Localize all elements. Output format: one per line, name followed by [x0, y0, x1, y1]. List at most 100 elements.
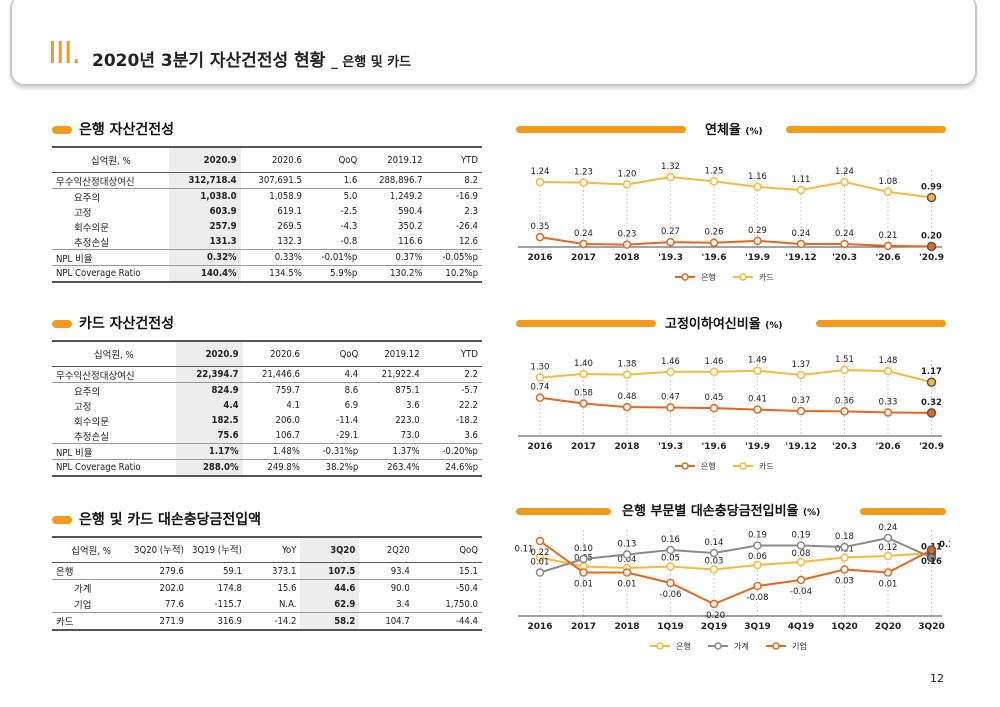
table-cell: 6.9 — [344, 400, 359, 411]
data-label: 0.47 — [661, 392, 680, 402]
data-point — [666, 237, 675, 247]
table-cell: -4.3 — [340, 221, 358, 232]
data-point — [753, 581, 762, 591]
table-cell: 1,058.9 — [269, 191, 302, 202]
data-label: 0.13 — [618, 540, 637, 550]
legend-marker — [681, 462, 689, 470]
data-label: 0.18 — [835, 532, 854, 542]
table-cell: -50.4 — [455, 582, 478, 594]
table-cell: 회수의문 — [74, 416, 109, 428]
legend-marker — [681, 273, 689, 281]
table-row: 추정손실 75.6 106.7 -29.1 73.0 3.6 — [52, 428, 482, 444]
table-cell: 4.4 — [175, 398, 243, 413]
data-label: 1.46 — [661, 357, 680, 367]
table-cell: NPL 비율 — [52, 443, 176, 460]
data-label: 0.23 — [618, 230, 637, 240]
x-tick-label: 1Q20 — [831, 622, 857, 632]
table-cell: 무수익산정대상여신 — [52, 172, 170, 189]
table-row: NPL Coverage Ratio 140.4% 134.5% 5.9%p 130.2… — [52, 265, 482, 283]
data-label: 1.11 — [792, 175, 811, 185]
data-label: 0.12 — [879, 543, 898, 553]
x-tick-label: '20.6 — [876, 442, 901, 452]
x-tick-label: 2017 — [571, 442, 596, 452]
data-label: 0.10 — [574, 544, 593, 554]
table-cell: 1.48% — [242, 443, 304, 460]
table-cell: 307,691.5 — [240, 172, 306, 189]
table-cell: 고정 — [74, 401, 92, 413]
table-cell: 106.7 — [242, 428, 304, 444]
series-line-은행 — [539, 552, 932, 571]
data-label: 1.08 — [879, 177, 898, 187]
legend-marker — [714, 642, 722, 650]
table-cell: 12.6 — [426, 234, 482, 250]
table-row: 회수의문 257.9 269.5 -4.3 350.2 -26.4 — [52, 219, 482, 234]
data-point — [796, 557, 806, 567]
data-point — [535, 536, 545, 546]
table-cell: 93.4 — [359, 562, 414, 580]
data-point — [926, 192, 937, 203]
data-label: 0.21 — [879, 231, 898, 241]
chart-title-bar — [816, 320, 946, 327]
data-label: 0.22 — [531, 548, 550, 558]
x-tick-label: '19.12 — [785, 442, 816, 452]
table-cell: 271.9 — [130, 612, 188, 631]
table-cell: N.A. — [246, 596, 301, 613]
data-point — [622, 240, 632, 249]
table-cell: 추정손실 — [52, 428, 176, 444]
data-point — [666, 403, 675, 412]
x-tick-label: 3Q20 — [918, 622, 944, 632]
column-header: 3Q20 — [300, 536, 360, 563]
table-cell: 116.6 — [361, 234, 427, 250]
x-tick-label: 3Q19 — [744, 622, 770, 632]
table-row: 고정 603.9 619.1 -2.5 590.4 2.3 — [52, 204, 482, 219]
data-point — [753, 182, 762, 192]
table-cell: 가계 — [74, 584, 92, 595]
table-row: 카드 271.9 316.9 -14.2 58.2 104.7 -44.4 — [52, 612, 482, 631]
data-label: 0.19 — [792, 531, 811, 541]
table-cell: 회수의문 — [74, 222, 109, 234]
table-cell: 21,446.6 — [242, 366, 304, 383]
table-cell: 140.4% — [169, 265, 241, 283]
data-label: 0.01 — [879, 580, 898, 590]
table-cell: -0.01%p — [305, 249, 362, 266]
data-label: 1.49 — [748, 356, 767, 366]
table-cell: -44.4 — [413, 612, 482, 631]
card-heading-text: 카드 자산건전성 — [79, 316, 175, 332]
data-label: 0.74 — [531, 383, 550, 393]
column-header: YTD — [423, 340, 482, 367]
data-label: 0.45 — [705, 393, 724, 403]
data-label: 0.26 — [705, 228, 724, 238]
x-tick-label: '19.3 — [658, 253, 683, 263]
table-row: NPL 비율 1.17% 1.48% -0.31%p 1.37% -0.20%p — [52, 443, 482, 460]
data-label: 0.24 — [879, 523, 898, 533]
data-label: 1.24 — [531, 167, 550, 177]
data-point — [666, 578, 675, 588]
data-point — [709, 238, 719, 247]
table-cell: -2.5 — [340, 206, 358, 217]
chart3-title: 은행 부문별 대손충당금전입비율 (%) — [622, 504, 821, 519]
table-row: 은행 279.6 59.1 373.1 107.5 93.4 15.1 — [52, 562, 482, 580]
table-cell: 추정손실 — [52, 234, 170, 250]
table-cell: NPL Coverage Ratio — [52, 459, 176, 477]
data-point — [840, 239, 849, 249]
data-label: 0.19 — [748, 531, 767, 541]
table-cell: 24.6%p — [423, 459, 482, 477]
page-title-main: 2020년 3분기 자산건전성 현황 — [92, 51, 326, 71]
table-cell: 8.6 — [344, 385, 359, 396]
chart2-title: 고정이하여신비율 (%) — [665, 317, 783, 332]
data-point — [535, 393, 545, 402]
table-cell: 5.9%p — [305, 265, 362, 283]
table-cell: 90.0 — [390, 582, 410, 594]
chart-title-bar — [860, 508, 946, 515]
data-point — [883, 366, 893, 376]
data-label: 1.46 — [705, 357, 724, 367]
table-cell: 350.2 — [398, 221, 423, 232]
table-cell: -26.4 — [455, 221, 478, 232]
data-point — [840, 407, 849, 416]
table-cell: 263.4% — [362, 459, 424, 477]
page-title: 2020년 3분기 자산건전성 현황 _ 은행 및 카드 — [92, 46, 411, 71]
data-point — [753, 405, 762, 414]
table-cell: -14.2 — [246, 612, 301, 631]
table-cell: 1.6 — [305, 172, 362, 189]
data-label: 0.36 — [835, 396, 854, 406]
